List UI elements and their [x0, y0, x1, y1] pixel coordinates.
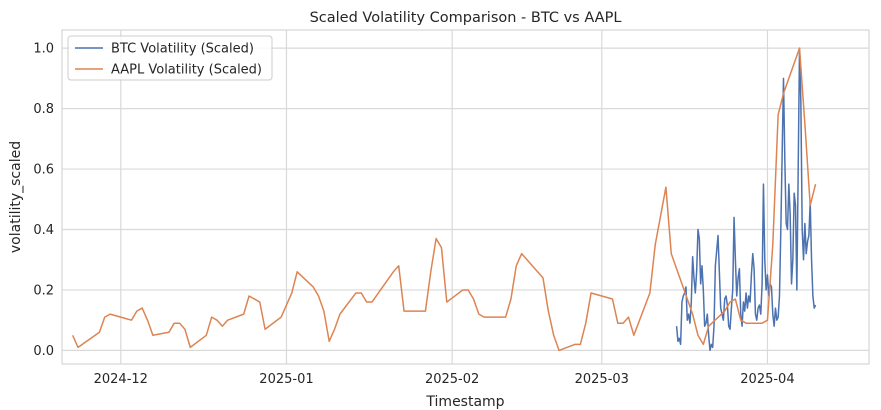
grid-lines [62, 30, 869, 364]
y-tick-label: 0.4 [33, 223, 54, 238]
x-tick-label: 2025-01 [259, 372, 313, 387]
legend-frame [67, 35, 273, 81]
y-tick-label: 1.0 [33, 42, 54, 57]
x-tick-label: 2025-02 [425, 372, 479, 387]
y-tick-label: 0.0 [33, 344, 54, 359]
x-tick-label: 2025-03 [575, 372, 629, 387]
series-layer [72, 47, 817, 352]
series-line-aapl [72, 47, 817, 352]
y-tick-label: 0.6 [33, 163, 54, 178]
y-tick-label: 0.2 [33, 283, 54, 298]
series-line-btc [675, 47, 817, 352]
legend: BTC Volatility (Scaled) AAPL Volatility (… [67, 35, 273, 81]
y-axis-ticks: 0.0 0.2 0.4 0.6 0.8 1.0 [33, 42, 54, 359]
legend-label-btc: BTC Volatility (Scaled) [111, 42, 254, 57]
x-axis-label: Timestamp [425, 394, 504, 410]
x-tick-label: 2025-04 [740, 372, 794, 387]
chart-title: Scaled Volatility Comparison - BTC vs AA… [310, 10, 622, 26]
x-axis-ticks: 2024-12 2025-01 2025-02 2025-03 2025-04 [94, 372, 795, 387]
y-axis-label: volatility_scaled [8, 141, 24, 253]
legend-label-aapl: AAPL Volatility (Scaled) [111, 63, 262, 78]
x-tick-label: 2024-12 [94, 372, 148, 387]
y-tick-label: 0.8 [33, 102, 54, 117]
plot-area [61, 29, 870, 365]
